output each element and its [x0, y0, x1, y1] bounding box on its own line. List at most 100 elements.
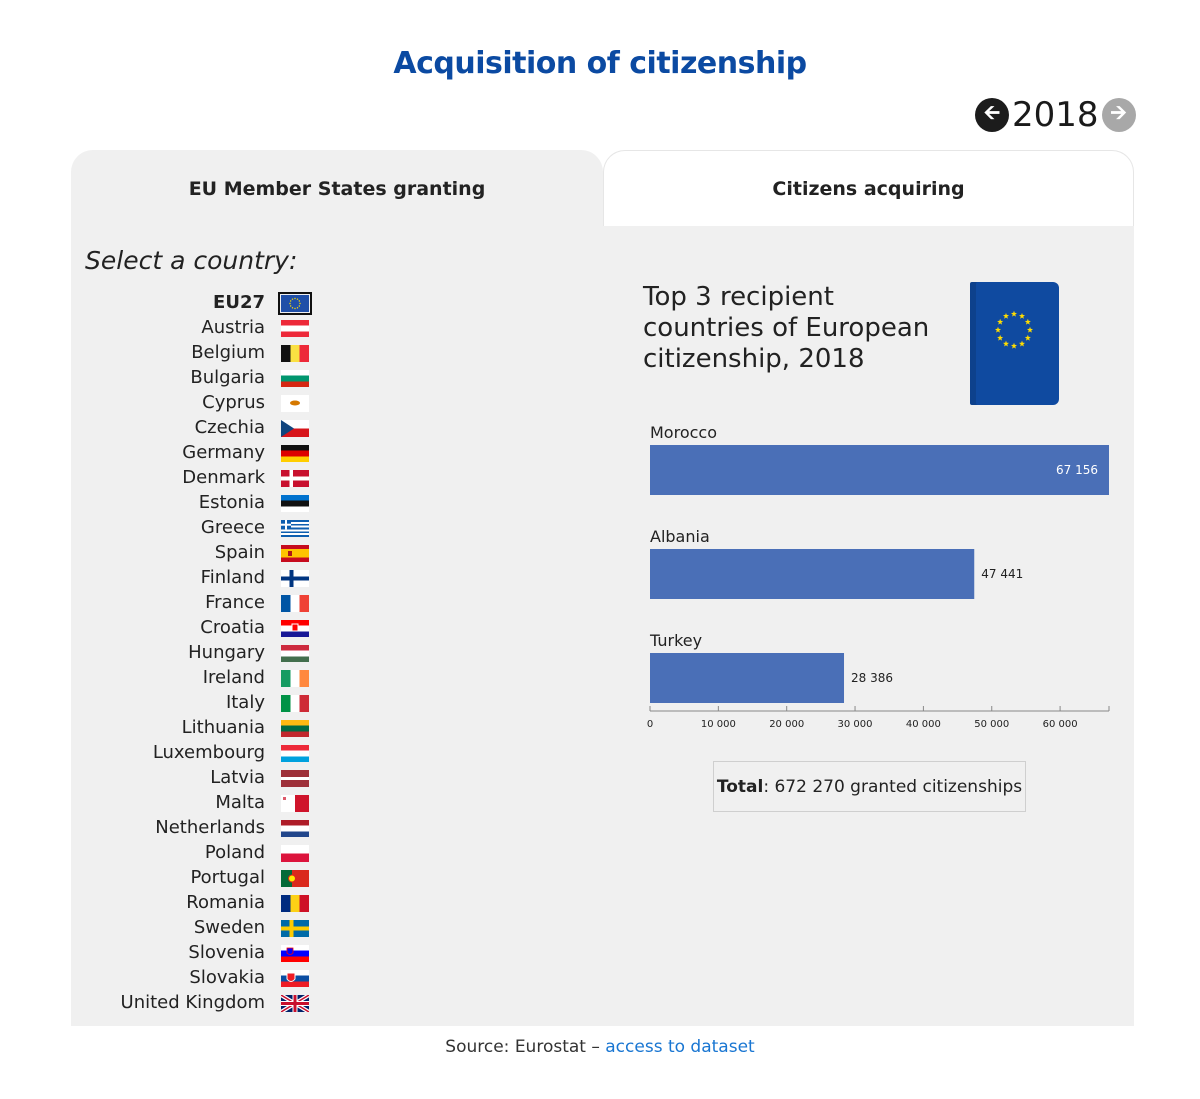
country-item-eu27[interactable]: EU27	[71, 290, 321, 315]
flag-pt-icon[interactable]	[281, 870, 309, 887]
country-name[interactable]: Belgium	[191, 342, 265, 363]
country-item-united-kingdom[interactable]: United Kingdom	[71, 990, 321, 1015]
country-name[interactable]: Finland	[200, 567, 265, 588]
flag-eu-icon[interactable]	[278, 292, 312, 315]
country-item-denmark[interactable]: Denmark	[71, 465, 321, 490]
flag-ee-icon[interactable]	[281, 495, 309, 512]
country-item-austria[interactable]: Austria	[71, 315, 321, 340]
dataset-link[interactable]: access to dataset	[605, 1037, 755, 1057]
country-name[interactable]: Latvia	[210, 767, 265, 788]
country-name[interactable]: Lithuania	[181, 717, 265, 738]
country-item-malta[interactable]: Malta	[71, 790, 321, 815]
country-name[interactable]: Poland	[204, 842, 265, 863]
country-name[interactable]: Romania	[186, 892, 265, 913]
country-item-france[interactable]: France	[71, 590, 321, 615]
country-name[interactable]: Czechia	[194, 417, 265, 438]
flag-lv-icon[interactable]	[281, 770, 309, 787]
country-item-bulgaria[interactable]: Bulgaria	[71, 365, 321, 390]
country-item-latvia[interactable]: Latvia	[71, 765, 321, 790]
flag-lu-icon[interactable]	[281, 745, 309, 762]
country-item-cyprus[interactable]: Cyprus	[71, 390, 321, 415]
flag-fr-icon[interactable]	[281, 595, 309, 612]
country-item-lithuania[interactable]: Lithuania	[71, 715, 321, 740]
country-item-sweden[interactable]: Sweden	[71, 915, 321, 940]
country-item-belgium[interactable]: Belgium	[71, 340, 321, 365]
flag-nl-icon[interactable]	[281, 820, 309, 837]
flag-hu-icon[interactable]	[281, 645, 309, 662]
country-name[interactable]: Cyprus	[202, 392, 265, 413]
flag-ro-icon[interactable]	[281, 895, 309, 912]
country-item-hungary[interactable]: Hungary	[71, 640, 321, 665]
country-item-italy[interactable]: Italy	[71, 690, 321, 715]
country-name[interactable]: Slovakia	[189, 967, 265, 988]
flag-pl-icon[interactable]	[281, 845, 309, 862]
country-item-czechia[interactable]: Czechia	[71, 415, 321, 440]
country-item-spain[interactable]: Spain	[71, 540, 321, 565]
flag-se-icon[interactable]	[281, 920, 309, 937]
country-name[interactable]: Ireland	[202, 667, 265, 688]
chart-title: Top 3 recipient countries of European ci…	[643, 282, 930, 374]
country-name[interactable]: Malta	[215, 792, 265, 813]
country-name[interactable]: Denmark	[182, 467, 265, 488]
country-name[interactable]: Croatia	[200, 617, 265, 638]
country-item-portugal[interactable]: Portugal	[71, 865, 321, 890]
flag-it-icon[interactable]	[281, 695, 309, 712]
country-name[interactable]: EU27	[213, 292, 265, 313]
country-name[interactable]: Netherlands	[155, 817, 265, 838]
flag-bg-icon[interactable]	[281, 370, 309, 387]
passport-star	[997, 318, 1004, 325]
country-item-netherlands[interactable]: Netherlands	[71, 815, 321, 840]
arrow-left-icon[interactable]: 🡨	[975, 98, 1009, 132]
country-name[interactable]: United Kingdom	[120, 992, 265, 1013]
flag-gr-icon[interactable]	[281, 520, 309, 537]
country-name[interactable]: Hungary	[188, 642, 265, 663]
country-item-finland[interactable]: Finland	[71, 565, 321, 590]
country-item-estonia[interactable]: Estonia	[71, 490, 321, 515]
country-item-slovenia[interactable]: Slovenia	[71, 940, 321, 965]
content-panel: Select a country: EU27 Austria Belgium Bulg…	[71, 226, 1134, 1026]
country-item-luxembourg[interactable]: Luxembourg	[71, 740, 321, 765]
flag-hr-icon[interactable]	[281, 620, 309, 637]
flag-cz-icon[interactable]	[281, 420, 309, 437]
flag-cy-icon[interactable]	[281, 395, 309, 412]
flag-lt-icon[interactable]	[281, 720, 309, 737]
country-name[interactable]: Spain	[214, 542, 265, 563]
flag-de-icon[interactable]	[281, 445, 309, 462]
flag-dk-icon[interactable]	[281, 470, 309, 487]
flag-si-icon[interactable]	[281, 945, 309, 962]
country-name[interactable]: Italy	[225, 692, 265, 713]
country-item-slovakia[interactable]: Slovakia	[71, 965, 321, 990]
country-item-greece[interactable]: Greece	[71, 515, 321, 540]
country-item-germany[interactable]: Germany	[71, 440, 321, 465]
country-item-ireland[interactable]: Ireland	[71, 665, 321, 690]
country-item-croatia[interactable]: Croatia	[71, 615, 321, 640]
country-name[interactable]: Slovenia	[188, 942, 265, 963]
country-name[interactable]: Bulgaria	[190, 367, 265, 388]
flag-ie-icon[interactable]	[281, 670, 309, 687]
country-item-romania[interactable]: Romania	[71, 890, 321, 915]
passport-star	[1018, 340, 1026, 347]
country-name[interactable]: Portugal	[190, 867, 265, 888]
flag-fi-icon[interactable]	[281, 570, 309, 587]
country-name[interactable]: Greece	[200, 517, 265, 538]
flag-uk-icon[interactable]	[281, 995, 309, 1012]
tab-citizens-acquiring[interactable]: Citizens acquiring	[603, 150, 1134, 227]
year-label: 2018	[1012, 95, 1099, 135]
country-name[interactable]: Austria	[201, 317, 265, 338]
arrow-right-icon[interactable]: 🡪	[1101, 98, 1136, 132]
passport-star	[1026, 326, 1034, 333]
tab-member-states-granting[interactable]: EU Member States granting	[71, 150, 603, 227]
country-name[interactable]: Luxembourg	[152, 742, 265, 763]
flag-at-icon[interactable]	[281, 320, 309, 337]
flag-be-icon[interactable]	[281, 345, 309, 362]
country-name[interactable]: France	[205, 592, 265, 613]
country-name[interactable]: Sweden	[193, 917, 265, 938]
flag-es-icon[interactable]	[281, 545, 309, 562]
flag-sk-icon[interactable]	[281, 970, 309, 987]
country-item-poland[interactable]: Poland	[71, 840, 321, 865]
country-name[interactable]: Germany	[182, 442, 265, 463]
country-name[interactable]: Estonia	[198, 492, 265, 513]
bar-category-label: Morocco	[650, 423, 717, 442]
flag-mt-icon[interactable]	[281, 795, 309, 812]
x-tick-label: 40 000	[906, 719, 941, 730]
